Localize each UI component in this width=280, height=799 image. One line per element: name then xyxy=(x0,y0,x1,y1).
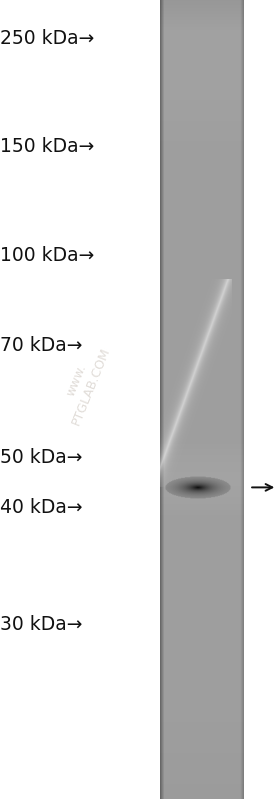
Text: 70 kDa→: 70 kDa→ xyxy=(0,336,83,355)
Text: 50 kDa→: 50 kDa→ xyxy=(0,448,83,467)
Text: 150 kDa→: 150 kDa→ xyxy=(0,137,94,156)
Text: 30 kDa→: 30 kDa→ xyxy=(0,615,83,634)
Text: 100 kDa→: 100 kDa→ xyxy=(0,246,94,265)
Text: www.
PTGLAB.COM: www. PTGLAB.COM xyxy=(55,340,113,427)
Text: 40 kDa→: 40 kDa→ xyxy=(0,498,83,517)
Text: 250 kDa→: 250 kDa→ xyxy=(0,29,94,48)
